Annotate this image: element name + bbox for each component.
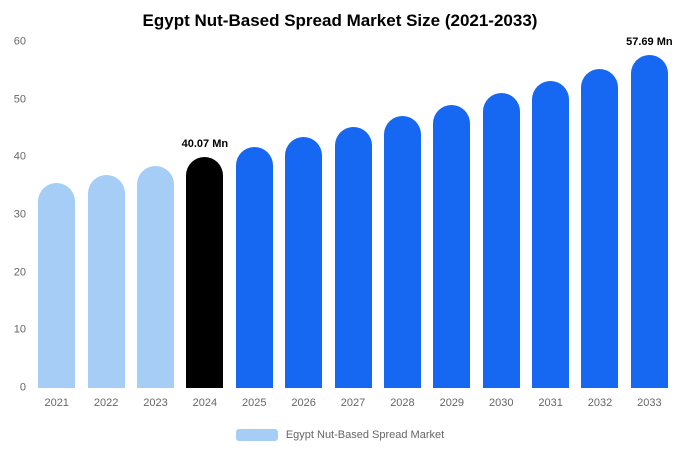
x-axis-label: 2027 [340, 397, 366, 409]
bar-2025 [235, 147, 273, 388]
bar-slot [477, 42, 526, 388]
x-axis-label: 2024 [192, 397, 218, 409]
x-axis-label: 2028 [390, 397, 415, 409]
chart-title: Egypt Nut-Based Spread Market Size (2021… [142, 11, 538, 30]
bar-slot [526, 42, 575, 388]
x-axis-label: 2033 [637, 397, 662, 409]
bar-2031 [532, 81, 570, 388]
y-tick-label: 30 [13, 208, 26, 221]
bar-slot [81, 42, 130, 388]
x-axis-label: 2030 [488, 397, 514, 409]
bar-2021 [38, 183, 76, 388]
plot-area: 40.07 Mn 57.69 Mn [32, 36, 674, 388]
bar-2028 [383, 116, 421, 388]
x-axis-label: 2022 [93, 397, 119, 409]
bar-2022 [87, 174, 125, 388]
x-axis: 2021 2022 2023 2024 2025 2026 2027 2028 2029 2030… [32, 397, 674, 409]
bar-slot [427, 42, 476, 388]
x-axis-label: 2021 [44, 397, 69, 409]
x-axis-label: 2025 [242, 397, 267, 409]
bar-2029 [433, 105, 471, 388]
y-tick-label: 50 [13, 93, 26, 106]
bar-slot: 57.69 Mn [625, 36, 674, 388]
x-axis-label: 2032 [587, 397, 613, 409]
bar-slot: 40.07 Mn [180, 42, 229, 388]
bar-2026 [285, 137, 323, 388]
bar-slot [328, 42, 377, 388]
legend-label: Egypt Nut-Based Spread Market [285, 429, 445, 441]
bar-2024: 40.07 Mn [182, 138, 228, 388]
bar-slot [230, 42, 279, 388]
bar-2033: 57.69 Mn [626, 36, 673, 388]
chart-area: 0 10 20 30 40 50 60 40.07 Mn 57.69 Mn 2021 2022 2… [8, 36, 674, 409]
y-tick-label: 0 [19, 381, 26, 394]
bar-slot [279, 42, 328, 388]
x-axis-label: 2026 [291, 397, 316, 409]
x-axis-label: 2023 [143, 397, 168, 409]
y-axis: 0 10 20 30 40 50 60 [8, 36, 32, 393]
bar-value-label: 57.69 Mn [626, 36, 673, 49]
bar-slot [378, 42, 427, 388]
legend[interactable]: Egypt Nut-Based Spread Market [0, 429, 680, 441]
bar-slot [32, 42, 81, 388]
bar-2027 [334, 127, 372, 388]
bar-slot [131, 42, 180, 388]
y-tick-label: 20 [13, 266, 26, 279]
legend-swatch [235, 429, 278, 441]
x-axis-label: 2031 [538, 397, 563, 409]
bar-2030 [482, 93, 520, 388]
bar-2032 [581, 68, 619, 388]
x-axis-label: 2029 [439, 397, 465, 409]
bar-value-label: 40.07 Mn [181, 137, 229, 150]
bar-slot [575, 42, 624, 388]
y-tick-label: 40 [13, 150, 26, 163]
bar-2023 [136, 166, 174, 388]
plot-column: 40.07 Mn 57.69 Mn 2021 2022 2023 2024 2025 202… [32, 36, 674, 409]
y-tick-label: 60 [13, 35, 26, 48]
y-tick-label: 10 [13, 323, 26, 336]
